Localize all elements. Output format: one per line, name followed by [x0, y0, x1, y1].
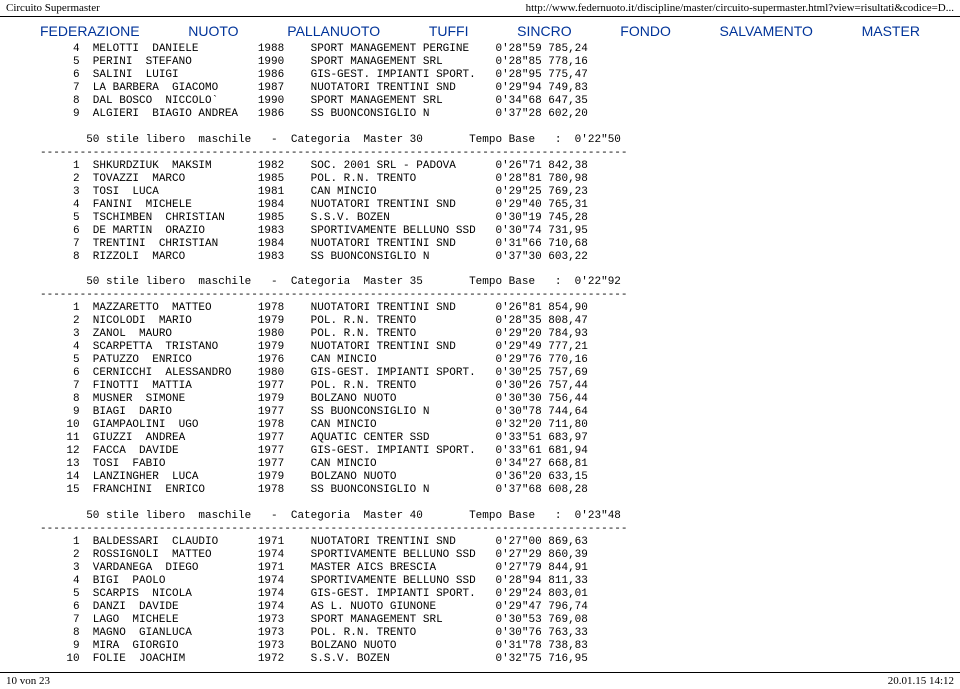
- page-count: 10 von 23: [6, 675, 50, 687]
- page-url: http://www.federnuoto.it/discipline/mast…: [526, 2, 954, 14]
- footer-bar: 10 von 23 20.01.15 14:12: [0, 672, 960, 689]
- page-timestamp: 20.01.15 14:12: [888, 675, 954, 687]
- main-nav: FEDERAZIONE NUOTO PALLANUOTO TUFFI SINCR…: [0, 17, 960, 43]
- nav-fondo[interactable]: FONDO: [620, 23, 671, 39]
- nav-sincro[interactable]: SINCRO: [517, 23, 571, 39]
- top-bar: Circuito Supermaster http://www.federnuo…: [0, 0, 960, 17]
- nav-salvamento[interactable]: SALVAMENTO: [720, 23, 813, 39]
- nav-master[interactable]: MASTER: [862, 23, 920, 39]
- nav-pallanuoto[interactable]: PALLANUOTO: [287, 23, 380, 39]
- page-title: Circuito Supermaster: [6, 2, 100, 14]
- results-content: 4 MELOTTI DANIELE 1988 SPORT MANAGEMENT …: [0, 43, 960, 666]
- nav-federazione[interactable]: FEDERAZIONE: [40, 23, 140, 39]
- nav-tuffi[interactable]: TUFFI: [429, 23, 469, 39]
- nav-nuoto[interactable]: NUOTO: [188, 23, 238, 39]
